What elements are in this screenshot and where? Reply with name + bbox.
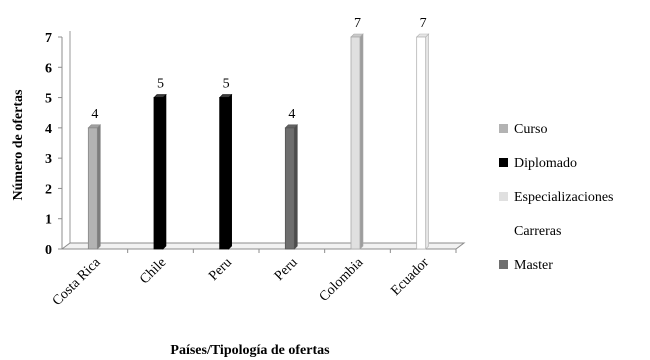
legend-label: Carreras bbox=[514, 224, 561, 239]
y-tick-label: 5 bbox=[45, 92, 52, 107]
bar-side bbox=[359, 33, 364, 250]
y-tick-label: 6 bbox=[45, 61, 52, 76]
data-label: 5 bbox=[157, 77, 164, 92]
bar bbox=[415, 33, 430, 250]
bar bbox=[350, 33, 364, 250]
bar-side bbox=[228, 93, 232, 250]
data-label: 4 bbox=[288, 107, 295, 122]
legend-item: Diplomado bbox=[499, 156, 577, 171]
bar bbox=[218, 93, 233, 250]
x-axis-title: Países/Tipología de ofertas bbox=[170, 343, 330, 358]
legend-item: Master bbox=[499, 258, 553, 273]
bar-front bbox=[416, 36, 427, 250]
legend-label: Especializaciones bbox=[514, 190, 614, 205]
y-tick-label: 4 bbox=[45, 122, 52, 137]
x-tick-label: Chile bbox=[137, 255, 169, 287]
bar-side bbox=[425, 33, 429, 250]
legend-swatch bbox=[499, 124, 508, 133]
bars bbox=[87, 33, 430, 250]
data-label: 7 bbox=[354, 16, 361, 31]
data-label: 7 bbox=[420, 16, 427, 31]
y-tick-label: 1 bbox=[45, 213, 52, 228]
x-tick-label: Ecuador bbox=[388, 255, 432, 299]
legend-item: Curso bbox=[499, 122, 547, 137]
legend-swatch bbox=[499, 226, 508, 235]
bar-front bbox=[284, 127, 295, 250]
bar-front bbox=[153, 97, 164, 250]
chart-floor bbox=[60, 242, 466, 250]
legend-swatch bbox=[499, 158, 508, 167]
x-tick-label: Colombia bbox=[317, 255, 367, 305]
x-tick-label: Peru bbox=[272, 255, 301, 284]
bar-side bbox=[162, 93, 167, 250]
y-tick-label: 3 bbox=[45, 152, 52, 167]
bar-side bbox=[294, 124, 298, 250]
ticks: 0 1 2 3 4 5 6 7 Costa Rica Chile Peru Peru Colombia E… bbox=[45, 31, 457, 309]
data-label: 5 bbox=[223, 77, 230, 92]
y-tick-label: 2 bbox=[45, 182, 52, 197]
legend-label: Diplomado bbox=[514, 156, 577, 171]
legend-item: Especializaciones bbox=[499, 190, 614, 205]
legend-label: Master bbox=[514, 258, 553, 273]
legend-swatch bbox=[499, 260, 508, 269]
bar-front bbox=[350, 36, 361, 250]
data-labels: 4 5 5 4 7 7 bbox=[91, 16, 426, 122]
data-label: 4 bbox=[91, 107, 98, 122]
legend: Curso Diplomado Especializaciones Carreras M… bbox=[499, 122, 614, 273]
legend-swatch bbox=[499, 192, 508, 201]
legend-label: Curso bbox=[514, 122, 547, 137]
bar bbox=[284, 124, 299, 250]
bar-side bbox=[97, 124, 101, 250]
y-axis-title: Número de ofertas bbox=[11, 89, 26, 200]
y-tick-label: 0 bbox=[45, 243, 52, 258]
bar-front bbox=[219, 97, 230, 250]
bar-front bbox=[87, 127, 98, 250]
legend-item: Carreras bbox=[499, 224, 561, 239]
bar bbox=[87, 124, 102, 250]
bar bbox=[153, 93, 167, 250]
y-tick-label: 7 bbox=[45, 31, 52, 46]
x-tick-label: Costa Rica bbox=[50, 255, 104, 309]
axes bbox=[60, 31, 466, 250]
x-tick-label: Peru bbox=[206, 255, 235, 284]
